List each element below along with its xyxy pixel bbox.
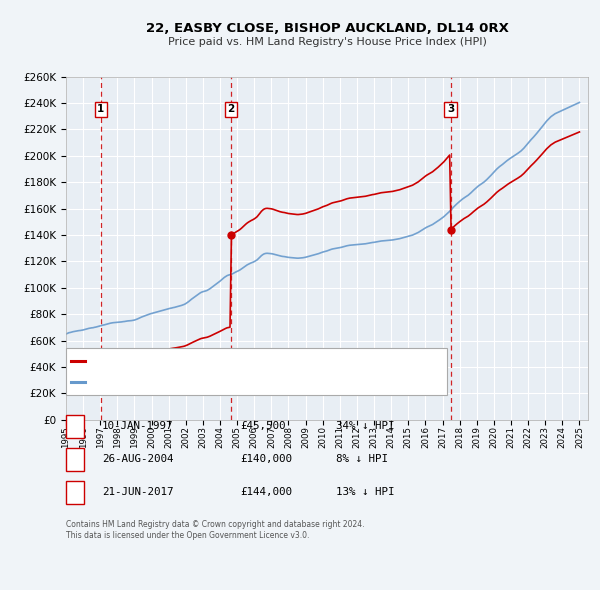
Text: 3: 3 [71, 487, 79, 497]
Text: 21-JUN-2017: 21-JUN-2017 [102, 487, 173, 497]
Text: 10-JAN-1997: 10-JAN-1997 [102, 421, 173, 431]
Text: 22, EASBY CLOSE, BISHOP AUCKLAND, DL14 0RX: 22, EASBY CLOSE, BISHOP AUCKLAND, DL14 0… [146, 22, 508, 35]
Text: 13% ↓ HPI: 13% ↓ HPI [336, 487, 395, 497]
Text: £45,500: £45,500 [240, 421, 286, 431]
Text: 2: 2 [71, 454, 79, 464]
Text: £144,000: £144,000 [240, 487, 292, 497]
Text: 22, EASBY CLOSE, BISHOP AUCKLAND, DL14 0RX (detached house): 22, EASBY CLOSE, BISHOP AUCKLAND, DL14 0… [89, 357, 407, 366]
Text: 2: 2 [227, 104, 235, 114]
Text: Contains HM Land Registry data © Crown copyright and database right 2024.
This d: Contains HM Land Registry data © Crown c… [66, 520, 365, 540]
Text: 34% ↓ HPI: 34% ↓ HPI [336, 421, 395, 431]
Text: 8% ↓ HPI: 8% ↓ HPI [336, 454, 388, 464]
Text: £140,000: £140,000 [240, 454, 292, 464]
Text: Price paid vs. HM Land Registry's House Price Index (HPI): Price paid vs. HM Land Registry's House … [167, 37, 487, 47]
Text: 1: 1 [71, 421, 79, 431]
Text: 26-AUG-2004: 26-AUG-2004 [102, 454, 173, 464]
Text: HPI: Average price, detached house, County Durham: HPI: Average price, detached house, Coun… [89, 378, 340, 386]
Text: 1: 1 [97, 104, 104, 114]
Text: 3: 3 [447, 104, 454, 114]
